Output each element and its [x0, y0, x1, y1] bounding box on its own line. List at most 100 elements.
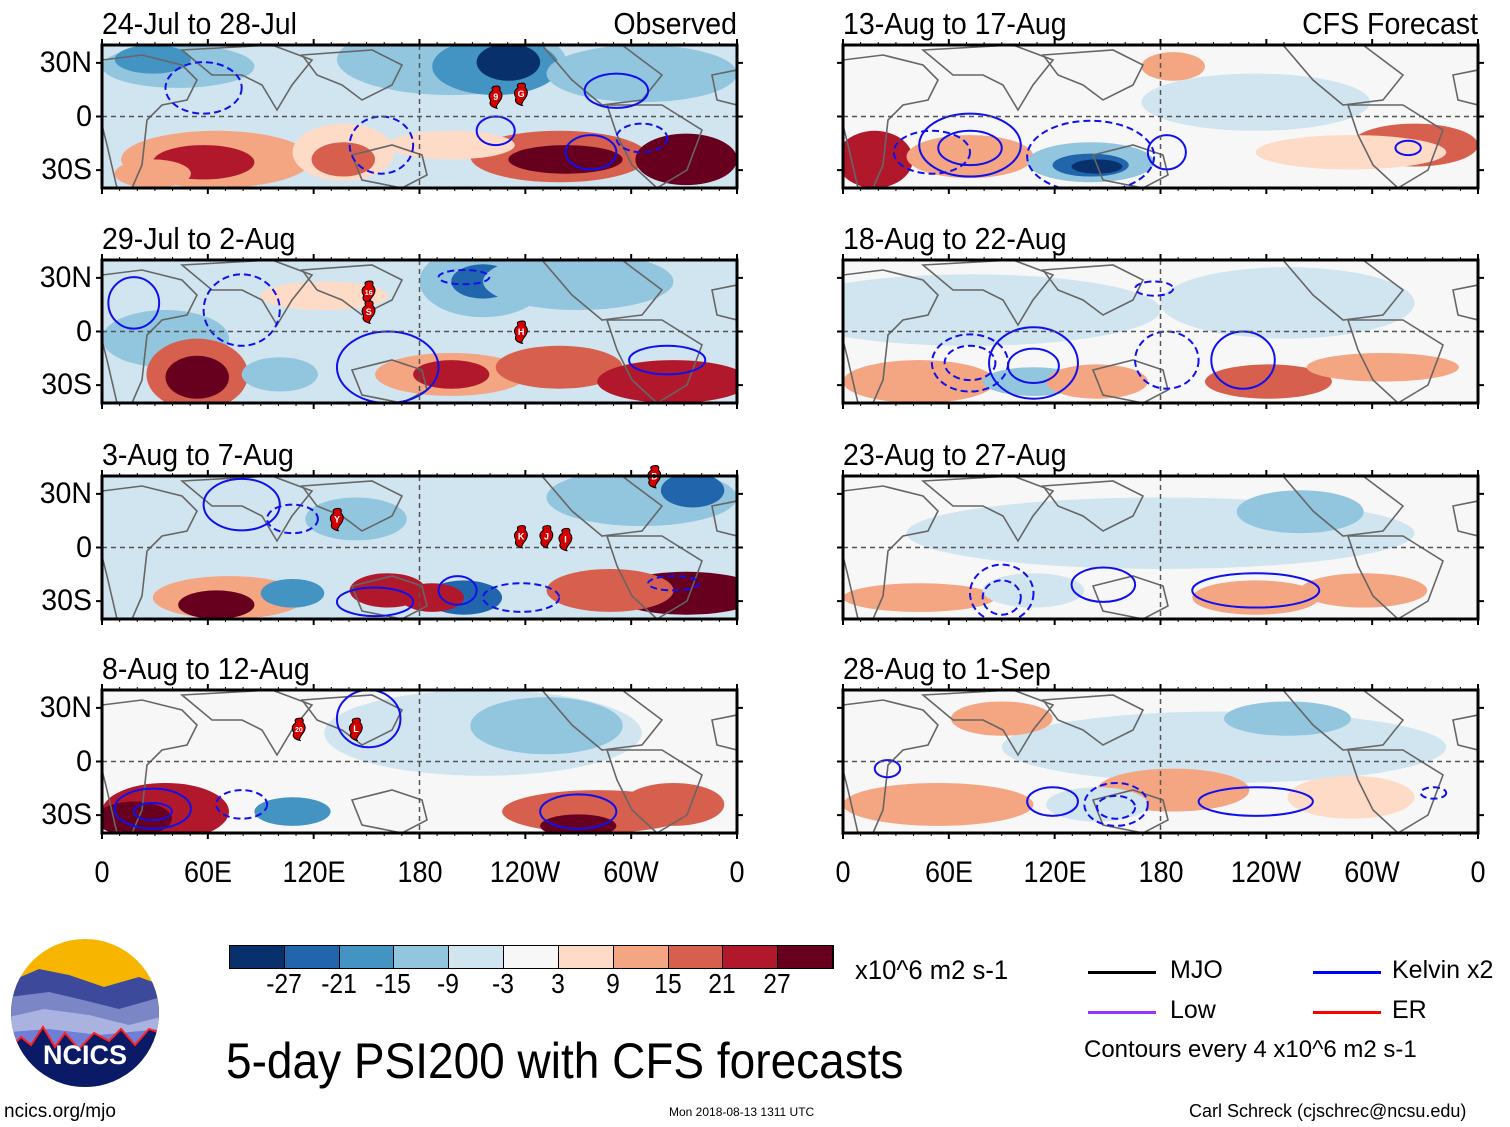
kelvin-contour: [1026, 786, 1079, 817]
tropical-cyclone-icon[interactable]: 20: [291, 717, 306, 742]
field-shading: [546, 568, 674, 612]
storm-label: I: [564, 534, 567, 544]
x-tick-label: 60W: [603, 856, 659, 889]
field-shading: [982, 573, 1085, 608]
coastline: [605, 749, 703, 833]
coastline: [843, 485, 939, 619]
coastline: [605, 535, 703, 619]
tropical-cyclone-icon[interactable]: L: [348, 717, 363, 742]
field-shading: [508, 145, 623, 174]
kelvin-contour: [202, 273, 281, 347]
field-shading: [483, 260, 674, 311]
tropical-cyclone-icon[interactable]: Y: [329, 507, 344, 532]
field-shading: [1001, 711, 1447, 783]
tropical-cyclone-icon[interactable]: G: [514, 82, 528, 107]
coastline: [300, 49, 404, 101]
storm-label: G: [518, 89, 525, 99]
colorbar-units: x10^6 m2 s-1: [855, 955, 1009, 985]
coastline: [605, 104, 703, 188]
kelvin-contour: [266, 503, 319, 535]
coastline: [1346, 104, 1444, 188]
coastline: [920, 45, 1055, 112]
kelvin-contour: [335, 330, 440, 403]
kelvin-contour: [918, 112, 1022, 178]
colorbar-tick-label: -27: [266, 968, 302, 999]
kelvin-contour: [1191, 572, 1321, 609]
legend-label-kelvin: Kelvin x2: [1392, 956, 1494, 984]
field-shading: [305, 497, 407, 541]
y-tick-label: 30S: [41, 368, 92, 402]
colorbar-swatch: [723, 946, 779, 968]
colorbar-tick-label: 27: [763, 968, 791, 999]
field-shading: [254, 797, 331, 826]
field-shading: [1306, 352, 1459, 382]
colorbar: [229, 945, 834, 969]
coastline: [350, 789, 428, 833]
coastline: [1452, 500, 1478, 537]
field-shading: [1192, 580, 1320, 615]
storm-label: 20: [295, 727, 303, 734]
kelvin-contour: [647, 575, 700, 592]
map-panel: 16 S H: [96, 254, 743, 409]
tropical-cyclone-icon[interactable]: K: [514, 525, 528, 549]
field-shading: [843, 782, 1034, 826]
kelvin-contour: [437, 575, 478, 606]
field-shading: [311, 142, 376, 177]
legend-label-er: ER: [1392, 996, 1427, 1024]
figure-title: 5-day PSI200 with CFS forecasts: [226, 1033, 904, 1089]
coastline: [843, 269, 939, 403]
kelvin-contour: [107, 276, 161, 330]
storm-label: 16: [365, 290, 373, 297]
field-shading: [1160, 267, 1415, 339]
x-tick-label: 120E: [282, 856, 346, 889]
ncics-logo[interactable]: NCICS: [9, 937, 161, 1089]
kelvin-contour: [475, 115, 516, 147]
coastline: [1452, 714, 1478, 751]
colorbar-swatch: [778, 946, 833, 968]
field-shading: [660, 476, 725, 508]
site-link[interactable]: ncics.org/mjo: [4, 1101, 116, 1122]
map-panel: [837, 39, 1484, 194]
coastline: [1281, 260, 1405, 321]
y-tick-label: 0: [76, 314, 92, 348]
coastline: [1091, 575, 1169, 619]
x-tick-label: 0: [835, 856, 851, 889]
panel-title: 3-Aug to 7-Aug: [102, 437, 294, 472]
kelvin-contour: [564, 134, 618, 171]
field-shading: [1141, 73, 1371, 131]
field-shading: [540, 814, 617, 833]
logo-text: NCICS: [43, 1040, 127, 1070]
tropical-cyclone-icon[interactable]: I: [558, 527, 573, 552]
kelvin-contour: [1095, 794, 1137, 820]
storm-label: H: [518, 327, 525, 337]
coastline: [1041, 694, 1145, 746]
tropical-cyclone-icon[interactable]: H: [514, 320, 528, 344]
coastline: [843, 54, 939, 188]
kelvin-contour: [132, 801, 173, 822]
y-tick-label: 30S: [41, 584, 92, 618]
field-shading: [400, 583, 464, 612]
colorbar-tick-label: -3: [492, 968, 515, 999]
legend-line-mjo: [1088, 971, 1156, 974]
colorbar-tick-label: -21: [320, 968, 357, 999]
tropical-cyclone-icon[interactable]: 9: [488, 85, 503, 109]
colorbar-swatch: [558, 946, 614, 968]
coastline: [300, 694, 404, 746]
tropical-cyclone-icon[interactable]: S: [361, 300, 376, 324]
coastline: [540, 476, 664, 537]
kelvin-contour: [1419, 786, 1448, 800]
field-shading: [1287, 775, 1415, 819]
coastline: [179, 476, 314, 543]
storm-label: 9: [493, 92, 498, 102]
field-shading: [114, 159, 191, 188]
legend-label-mjo: MJO: [1170, 956, 1223, 984]
colorbar-swatch: [504, 946, 559, 968]
tropical-cyclone-icon[interactable]: J: [539, 525, 554, 549]
y-tick-label: 30S: [41, 153, 92, 187]
panel-title: 23-Aug to 27-Aug: [843, 437, 1067, 472]
coastline: [1346, 535, 1444, 619]
kelvin-contour: [988, 326, 1079, 400]
coastline: [1091, 144, 1169, 188]
map-panel: [837, 254, 1484, 409]
x-tick-label: 0: [94, 856, 110, 889]
